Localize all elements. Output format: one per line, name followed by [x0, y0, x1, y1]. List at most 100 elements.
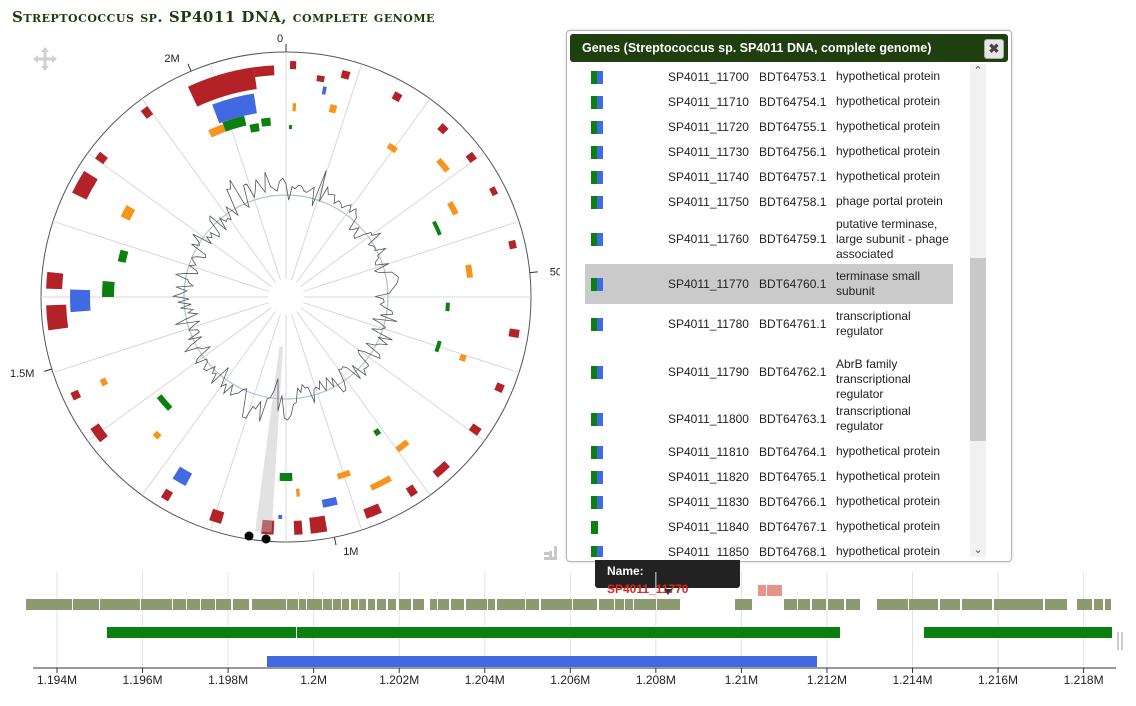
genome-feature[interactable]: [70, 389, 82, 401]
linear-gene-block[interactable]: [377, 599, 386, 610]
linear-gene-block[interactable]: [735, 599, 752, 610]
genome-feature[interactable]: [434, 340, 442, 353]
linear-gene-block[interactable]: [828, 599, 844, 610]
linear-gene-block[interactable]: [541, 599, 572, 610]
genome-feature[interactable]: [289, 61, 297, 70]
linear-gene-block[interactable]: [488, 599, 495, 610]
genome-feature[interactable]: [156, 394, 173, 411]
genome-feature[interactable]: [46, 271, 64, 290]
selection-marker[interactable]: [244, 531, 254, 541]
track-resize-handle-icon[interactable]: [1117, 632, 1123, 650]
linear-gene-block[interactable]: [430, 599, 437, 610]
linear-gene-block-highlight[interactable]: [758, 585, 766, 596]
genome-feature[interactable]: [340, 69, 351, 80]
genome-feature[interactable]: [279, 472, 293, 482]
genome-feature[interactable]: [369, 475, 392, 491]
linear-gene-block[interactable]: [100, 599, 140, 610]
genome-feature[interactable]: [95, 151, 108, 165]
gene-row[interactable]: SP4011_11840 BDT64767.1 hypothetical prote…: [585, 514, 953, 539]
linear-gene-block[interactable]: [201, 599, 215, 610]
genome-feature[interactable]: [391, 91, 403, 103]
genome-feature[interactable]: [69, 289, 91, 313]
gene-row[interactable]: SP4011_11820 BDT64765.1 hypothetical prote…: [585, 464, 953, 489]
genome-feature[interactable]: [437, 123, 449, 135]
genome-feature[interactable]: [508, 239, 517, 250]
linear-gene-block[interactable]: [994, 599, 1043, 610]
genome-feature[interactable]: [293, 520, 303, 535]
genome-feature[interactable]: [445, 302, 450, 312]
genome-feature[interactable]: [260, 117, 272, 127]
linear-gene-block[interactable]: [216, 599, 231, 610]
linear-gene-block[interactable]: [413, 599, 424, 610]
linear-gene-block[interactable]: [399, 599, 411, 610]
linear-gene-block[interactable]: [909, 599, 938, 610]
linear-gene-block[interactable]: [451, 599, 464, 610]
linear-region-blue[interactable]: [267, 656, 817, 667]
genes-panel[interactable]: Genes (Streptococcus sp. SP4011 DNA, com…: [566, 30, 1012, 562]
linear-gene-block[interactable]: [368, 599, 375, 610]
linear-gene-block[interactable]: [497, 599, 525, 610]
genome-feature[interactable]: [432, 220, 442, 236]
genome-feature[interactable]: [117, 249, 129, 263]
gene-row[interactable]: SP4011_11790 BDT64762.1 AbrB family transc…: [585, 344, 953, 401]
genome-feature[interactable]: [208, 124, 226, 138]
genome-feature[interactable]: [212, 93, 257, 124]
linear-region-green[interactable]: [107, 627, 296, 638]
linear-gene-block[interactable]: [173, 599, 186, 610]
genome-feature[interactable]: [489, 186, 499, 197]
gene-row[interactable]: SP4011_11700 BDT64753.1 hypothetical prote…: [585, 64, 953, 89]
genome-feature[interactable]: [296, 488, 300, 497]
genome-feature[interactable]: [494, 382, 505, 393]
linear-gene-block[interactable]: [342, 599, 349, 610]
linear-gene-block[interactable]: [1077, 599, 1092, 610]
linear-gene-block[interactable]: [359, 599, 366, 610]
linear-gene-block[interactable]: [388, 599, 396, 610]
gene-row[interactable]: SP4011_11730 BDT64756.1 hypothetical prote…: [585, 139, 953, 164]
genome-feature[interactable]: [187, 67, 257, 107]
gene-row[interactable]: SP4011_11710 BDT64754.1 hypothetical prote…: [585, 89, 953, 114]
linear-region-green[interactable]: [924, 627, 1112, 638]
gene-list[interactable]: SP4011_11700 BDT64753.1 hypothetical prote…: [585, 64, 953, 557]
linear-gene-block[interactable]: [599, 599, 614, 610]
genome-feature[interactable]: [152, 430, 162, 440]
genome-feature[interactable]: [72, 170, 98, 200]
genome-feature[interactable]: [405, 484, 418, 498]
linear-gene-block[interactable]: [233, 599, 249, 610]
scroll-up-icon[interactable]: ⌃: [973, 65, 983, 77]
genome-feature[interactable]: [249, 123, 260, 133]
linear-gene-block[interactable]: [187, 599, 200, 610]
genome-feature[interactable]: [458, 353, 467, 362]
linear-gene-block[interactable]: [526, 599, 539, 610]
linear-gene-block-highlight[interactable]: [767, 585, 782, 596]
genome-feature[interactable]: [363, 503, 382, 519]
linear-gene-block[interactable]: [877, 599, 908, 610]
genome-feature[interactable]: [160, 488, 173, 502]
linear-gene-block[interactable]: [812, 599, 826, 610]
genome-feature[interactable]: [140, 106, 154, 119]
gene-row[interactable]: SP4011_11740 BDT64757.1 hypothetical prote…: [585, 164, 953, 189]
genome-feature[interactable]: [395, 439, 410, 453]
genome-feature[interactable]: [508, 328, 520, 338]
scroll-down-icon[interactable]: ⌄: [973, 544, 983, 556]
linear-gene-block[interactable]: [798, 599, 810, 610]
genome-feature[interactable]: [468, 423, 482, 436]
selection-marker[interactable]: [261, 534, 271, 544]
linear-gene-block[interactable]: [634, 599, 656, 610]
linear-gene-block[interactable]: [351, 599, 358, 610]
genome-feature[interactable]: [292, 103, 297, 112]
genome-feature[interactable]: [222, 115, 247, 132]
genome-feature[interactable]: [309, 515, 328, 534]
genome-feature[interactable]: [336, 469, 351, 480]
genome-feature[interactable]: [172, 466, 193, 486]
linear-gene-block[interactable]: [73, 599, 99, 610]
gene-row[interactable]: SP4011_11850 BDT64768.1 hypothetical prote…: [585, 539, 953, 557]
gene-row[interactable]: SP4011_11800 BDT64763.1 transcriptional re…: [585, 399, 953, 439]
linear-gene-block[interactable]: [625, 599, 633, 610]
genome-feature[interactable]: [436, 157, 450, 173]
linear-gene-block[interactable]: [784, 599, 797, 610]
pan-move-icon[interactable]: [32, 46, 58, 72]
linear-gene-block[interactable]: [26, 599, 72, 610]
linear-gene-block[interactable]: [252, 599, 286, 610]
linear-gene-block[interactable]: [846, 599, 860, 610]
genome-feature[interactable]: [120, 205, 136, 221]
